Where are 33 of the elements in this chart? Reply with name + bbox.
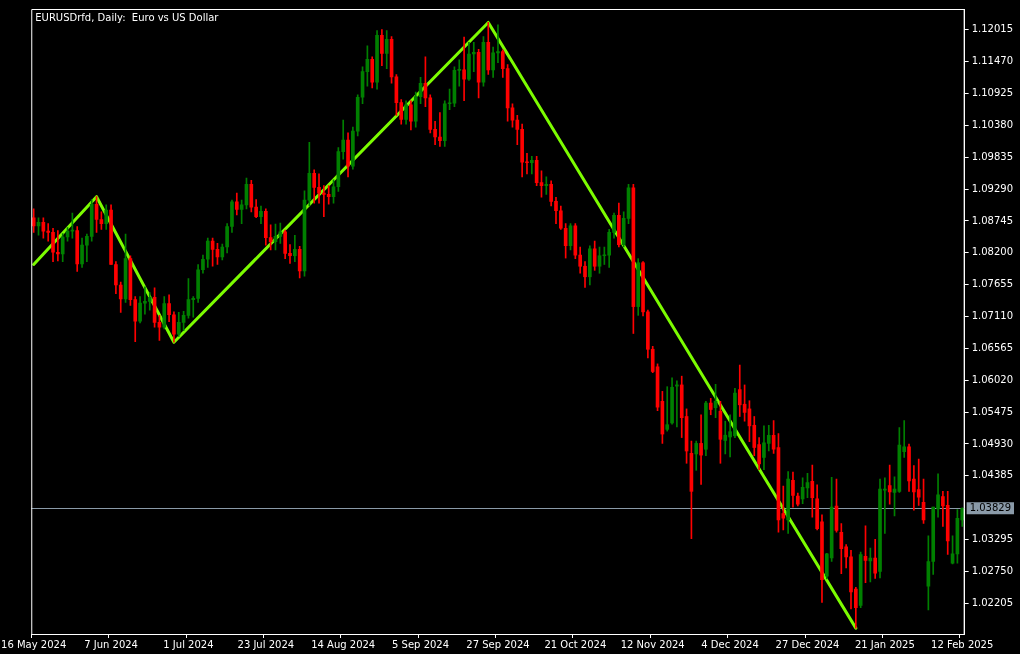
y-tick-label: 1.10925 <box>971 87 1014 99</box>
x-tick-label: 7 Jun 2024 <box>84 638 138 650</box>
x-tick-label: 12 Feb 2025 <box>931 638 994 650</box>
y-tick-label: 1.09835 <box>971 150 1014 162</box>
x-tick-label: 23 Jul 2024 <box>237 638 295 650</box>
y-tick-label: 1.09290 <box>971 182 1014 194</box>
y-tick-label: 1.05475 <box>971 405 1014 417</box>
x-tick-label: 27 Sep 2024 <box>466 638 530 650</box>
y-tick-label: 1.02750 <box>971 565 1014 577</box>
x-tick-label: 5 Sep 2024 <box>392 638 450 650</box>
x-tick-label: 16 May 2024 <box>1 638 67 650</box>
chart-title: EURUSDrfd, Daily: Euro vs US Dollar <box>35 11 220 23</box>
x-tick-label: 27 Dec 2024 <box>775 638 840 650</box>
y-tick-label: 1.11470 <box>971 55 1014 67</box>
y-tick-label: 1.10380 <box>971 118 1014 130</box>
y-tick-label: 1.04385 <box>971 469 1014 481</box>
x-tick-label: 14 Aug 2024 <box>311 638 376 650</box>
y-tick-label: 1.06565 <box>971 341 1014 353</box>
y-tick-label: 1.07655 <box>971 278 1014 290</box>
y-tick-label: 1.03295 <box>971 533 1014 545</box>
x-tick-label: 4 Dec 2024 <box>701 638 759 650</box>
y-tick-label: 1.08745 <box>971 214 1014 226</box>
x-tick-label: 21 Jan 2025 <box>854 638 915 650</box>
y-tick-label: 1.04930 <box>971 437 1014 449</box>
y-tick-label: 1.02205 <box>971 596 1014 608</box>
y-tick-label: 1.08200 <box>971 246 1014 258</box>
x-tick-label: 12 Nov 2024 <box>620 638 685 650</box>
x-tick-label: 1 Jul 2024 <box>163 638 214 650</box>
y-tick-label: 1.07110 <box>971 310 1014 322</box>
y-tick-label: 1.12015 <box>971 23 1014 35</box>
y-tick-label: 1.06020 <box>971 373 1014 385</box>
ref-line-label: 1.03829 <box>969 501 1012 513</box>
x-tick-label: 21 Oct 2024 <box>544 638 607 650</box>
